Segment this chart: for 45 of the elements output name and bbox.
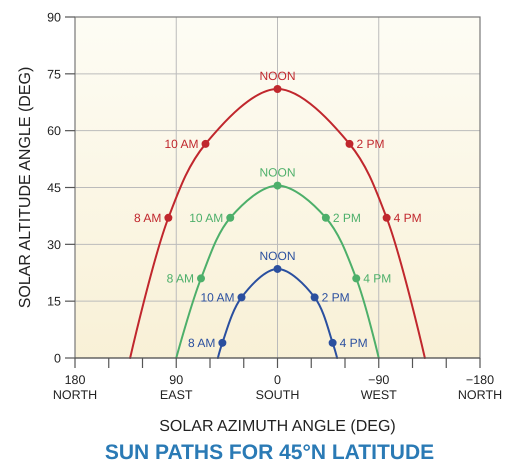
annotation: 10 AM [189,210,224,225]
y-tick-label: 60 [47,124,62,138]
point [352,274,360,282]
annotation: NOON [260,248,296,263]
annotation: 8 AM [134,210,162,225]
point [274,84,282,93]
annotation: 4 PM [340,336,368,350]
point [322,214,330,222]
text: SUN PATHS FOR 45°N LATITUDE [104,441,434,464]
x-tick-label: 180 NORTH [52,373,98,402]
x-tick-label: 90 EAST [160,373,193,402]
annotation: 4 PM [363,271,392,286]
point [274,182,282,190]
annotation: 2 PM [356,136,385,151]
point [346,140,354,148]
x-tick-label: −90 WEST [360,373,398,402]
x-axis-title: SOLAR AZIMUTH ANGLE (DEG) [159,418,396,435]
point [218,338,226,347]
y-axis-title: SOLAR ALTITUDE ANGLE (DEG) [17,66,34,308]
y-tick-label: 15 [47,294,62,309]
annotation: NOON [260,166,296,180]
point [310,293,319,302]
point [274,264,282,273]
annotation: 4 PM [394,210,422,225]
y-tick-label: 30 [47,238,62,252]
annotation: 10 AM [200,290,234,304]
annotation: 8 AM [166,271,194,286]
annotation: 2 PM [322,290,350,304]
point [164,214,172,222]
annotation: 8 AM [188,336,216,350]
x-tick-label: 0 SOUTH [256,373,300,402]
annotation: 2 PM [332,210,361,225]
point [328,338,337,347]
point [202,140,210,148]
y-tick-label: 45 [47,181,62,195]
y-tick-label: 0 [54,352,62,366]
y-tick-label: 90 [47,10,62,24]
point [238,293,246,302]
annotation: 10 AM [164,136,198,151]
y-tick-label: 75 [47,67,62,82]
point [382,214,391,222]
x-tick-label: −180 NORTH [458,373,502,402]
annotation: NOON [260,68,296,83]
point [197,274,205,282]
point [226,214,234,222]
